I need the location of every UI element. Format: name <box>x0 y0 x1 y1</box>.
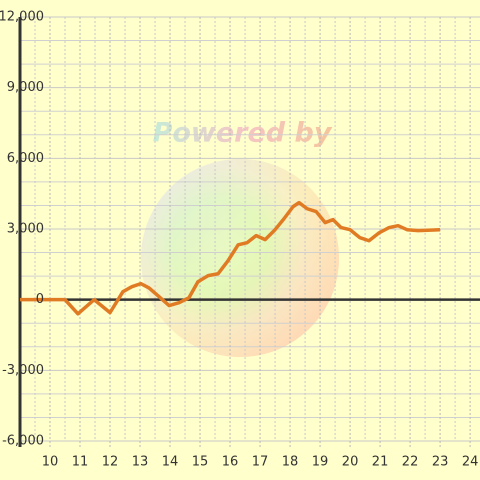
x-tick-label: 21 <box>372 455 389 470</box>
x-tick-label: 22 <box>402 455 419 470</box>
y-tick-label: 0 <box>36 292 44 307</box>
y-tick-label: 9,000 <box>7 80 44 95</box>
x-tick-label: 20 <box>342 455 359 470</box>
x-tick-label: 18 <box>282 455 299 470</box>
x-tick-label: 12 <box>102 455 119 470</box>
y-tick-label: 3,000 <box>7 222 44 237</box>
line-series <box>20 200 441 316</box>
watermark-logo <box>141 159 339 357</box>
y-tick-label: 12,000 <box>0 10 44 25</box>
y-tick-label: 6,000 <box>7 151 44 166</box>
x-tick-label: 11 <box>72 455 89 470</box>
x-tick-label: 19 <box>312 455 329 470</box>
x-tick-label: 24 <box>462 455 479 470</box>
watermark-text: Powered by <box>153 118 333 149</box>
y-tick-label: -6,000 <box>2 434 44 449</box>
x-tick-label: 10 <box>42 455 59 470</box>
plot <box>20 200 441 316</box>
x-tick-label: 14 <box>162 455 179 470</box>
x-tick-label: 13 <box>132 455 149 470</box>
x-tick-label: 16 <box>222 455 239 470</box>
y-tick-label: -3,000 <box>2 363 44 378</box>
x-tick-label: 15 <box>192 455 209 470</box>
grid <box>18 16 480 447</box>
x-tick-label: 17 <box>252 455 269 470</box>
x-tick-label: 23 <box>432 455 449 470</box>
